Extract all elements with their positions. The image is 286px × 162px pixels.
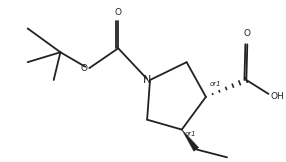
Text: O: O [244, 29, 251, 38]
Text: O: O [115, 8, 122, 17]
Text: or1: or1 [184, 131, 196, 137]
Polygon shape [182, 130, 199, 151]
Text: O: O [81, 64, 88, 73]
Text: N: N [143, 75, 152, 85]
Text: OH: OH [271, 92, 284, 101]
Text: or1: or1 [210, 81, 222, 87]
